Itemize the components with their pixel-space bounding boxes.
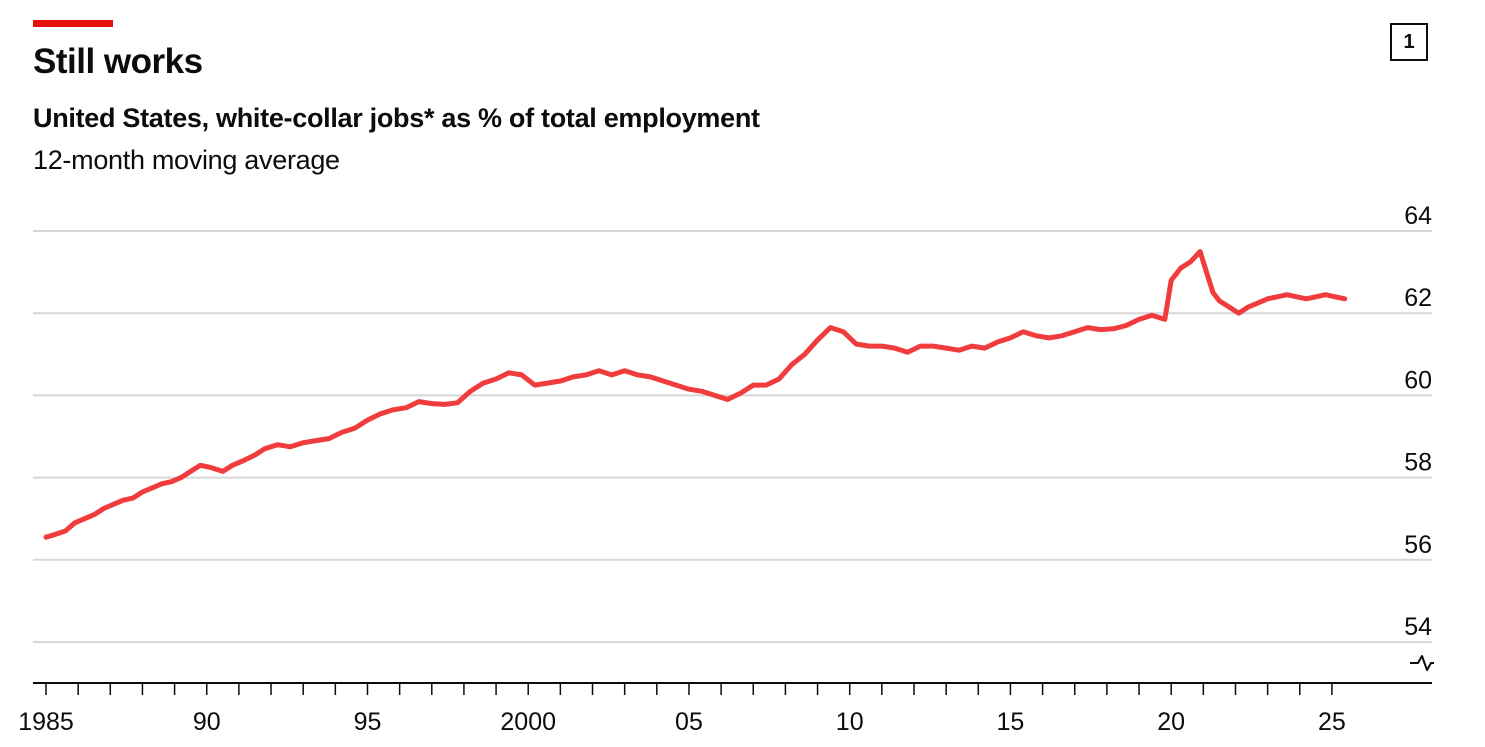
x-tick-label: 10 — [836, 708, 864, 736]
y-tick-label: 64 — [1404, 202, 1432, 230]
accent-bar — [33, 20, 113, 27]
chart-subtitle: United States, white-collar jobs* as % o… — [33, 103, 760, 133]
x-tick-label: 20 — [1157, 708, 1185, 736]
y-tick-label: 60 — [1404, 366, 1432, 394]
y-tick-label: 62 — [1404, 284, 1432, 312]
x-tick-label: 2000 — [500, 708, 556, 736]
x-tick-label: 95 — [354, 708, 382, 736]
x-tick-label: 15 — [997, 708, 1025, 736]
x-tick-label: 1985 — [18, 708, 74, 736]
series-line-0 — [43, 249, 1348, 540]
series-lines — [43, 249, 1348, 540]
x-tick-label: 90 — [193, 708, 221, 736]
y-axis-labels: 54 56 58 60 62 64 — [1404, 202, 1432, 641]
y-tick-label: 58 — [1404, 449, 1432, 477]
axis-break-icon — [1410, 655, 1434, 671]
x-axis — [33, 682, 1432, 695]
y-tick-label: 54 — [1404, 613, 1432, 641]
chart-title: Still works — [33, 42, 203, 81]
x-tick-label: 05 — [675, 708, 703, 736]
x-axis-labels: 1985 90 95 2000 05 10 15 20 25 — [18, 708, 1346, 736]
chart-note: 12-month moving average — [33, 145, 340, 175]
chart-number-badge: 1 — [1390, 23, 1428, 61]
gridlines — [33, 230, 1432, 643]
axis-break-symbol — [1410, 655, 1434, 671]
x-tick-label: 25 — [1318, 708, 1346, 736]
y-tick-label: 56 — [1404, 531, 1432, 559]
